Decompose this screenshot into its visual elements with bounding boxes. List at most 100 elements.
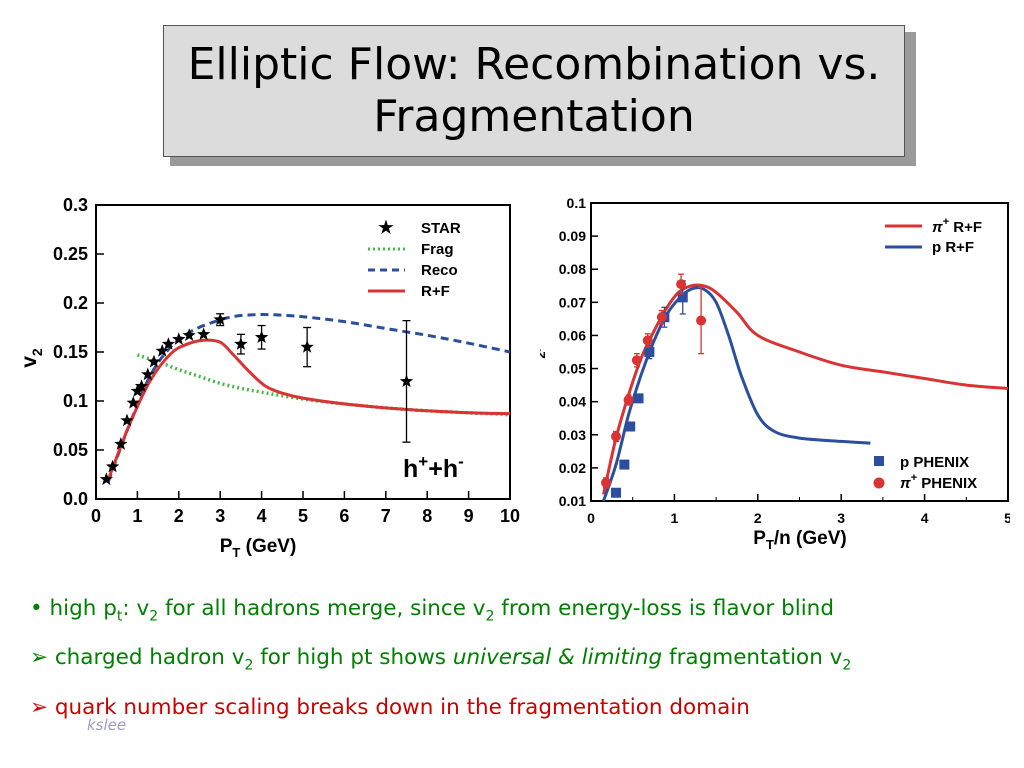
y-tick-label: 0.3 bbox=[63, 195, 88, 215]
data-point-star bbox=[105, 459, 120, 473]
series-line bbox=[106, 313, 511, 482]
y-tick-label: 0.15 bbox=[53, 342, 88, 362]
data-point-star bbox=[130, 384, 145, 397]
legend-label: p R+F bbox=[932, 239, 974, 256]
data-point-circle bbox=[696, 315, 707, 326]
data-point-star bbox=[254, 330, 269, 343]
y-tick-label: 0.0 bbox=[63, 489, 88, 509]
data-point-square bbox=[611, 487, 622, 498]
data-point-circle bbox=[601, 477, 612, 488]
data-point-star bbox=[126, 396, 140, 409]
chart-left: 0 1 2 3 4 5 6 7 8 9 10 0.0 0.05 0.1 0.15 0.2 0.25 0.3 ★ S… bbox=[18, 195, 520, 560]
legend-label: R+F bbox=[421, 283, 450, 300]
annotation-hadrons: h++h- bbox=[403, 452, 464, 483]
y-tick-label: 0.01 bbox=[559, 493, 586, 509]
slide-title: Elliptic Flow: Recombination vs. Fragmen… bbox=[174, 39, 894, 143]
data-point-star bbox=[234, 337, 248, 350]
data-point-circle bbox=[676, 279, 687, 290]
data-point-circle bbox=[623, 395, 634, 406]
y-tick-label: 0.25 bbox=[53, 244, 88, 264]
data-point-star bbox=[120, 413, 134, 427]
data-point-star bbox=[197, 327, 211, 340]
y-tick-label: 0.1 bbox=[63, 391, 88, 411]
legend-label: STAR bbox=[421, 220, 461, 237]
x-tick-label: 2 bbox=[174, 506, 184, 526]
data-point-star bbox=[300, 340, 314, 353]
data-point-circle bbox=[656, 312, 667, 323]
data-point-star bbox=[182, 328, 196, 341]
data-point-star bbox=[99, 472, 113, 486]
x-tick-label: 7 bbox=[381, 506, 391, 526]
slide-title-line2: Fragmentation bbox=[373, 91, 695, 142]
x-tick-label: 5 bbox=[1004, 510, 1010, 526]
chart-right: 0 1 2 3 4 5 0.01 0.02 0.03 0.04 0.05 0.06 0.07 0.08 0.… bbox=[540, 195, 1010, 552]
y-tick-label: 0.05 bbox=[53, 440, 88, 460]
data-point-star bbox=[213, 312, 227, 326]
y-tick-label: 0.08 bbox=[559, 261, 586, 277]
slide-title-line1: Elliptic Flow: Recombination vs. bbox=[187, 39, 881, 90]
y-tick-label: 0.03 bbox=[559, 427, 586, 443]
legend: ★ STAR Frag Reco R+F bbox=[368, 217, 461, 300]
y-tick-label: 0.05 bbox=[559, 361, 586, 377]
x-tick-label: 10 bbox=[500, 506, 520, 526]
x-tick-label: 1 bbox=[132, 506, 142, 526]
data-point-square bbox=[633, 393, 644, 404]
x-tick-label: 3 bbox=[837, 510, 845, 526]
series-line bbox=[136, 353, 511, 417]
legend-label: p PHENIX bbox=[900, 454, 969, 471]
x-tick-label: 0 bbox=[91, 506, 101, 526]
data-point-star bbox=[161, 337, 176, 350]
x-tick-label: 3 bbox=[215, 506, 225, 526]
data-point-circle bbox=[631, 355, 642, 366]
x-tick-label: 6 bbox=[339, 506, 349, 526]
x-tick-label: 4 bbox=[257, 506, 267, 526]
legend-label: π+ R+F bbox=[932, 216, 982, 236]
bullet-3: ➢ quark number scaling breaks down in th… bbox=[30, 694, 750, 720]
series-line bbox=[107, 338, 511, 480]
y-tick-label: 0.06 bbox=[559, 327, 586, 343]
x-tick-label: 0 bbox=[587, 510, 595, 526]
legend-bottom: p PHENIX π+ PHENIX bbox=[873, 454, 977, 492]
data-point-star bbox=[399, 374, 414, 388]
legend-top: π+ R+F p R+F bbox=[885, 216, 982, 256]
data-point-star bbox=[155, 344, 169, 357]
data-point-star bbox=[114, 437, 128, 450]
series-line bbox=[602, 286, 871, 502]
footer-author: kslee bbox=[87, 716, 127, 734]
legend-star-marker: ★ bbox=[377, 217, 395, 239]
data-point-star bbox=[147, 354, 161, 368]
legend-label: Frag bbox=[421, 241, 454, 258]
legend-label: Reco bbox=[421, 262, 458, 279]
legend-square-marker bbox=[874, 456, 884, 466]
x-tick-label: 5 bbox=[298, 506, 308, 526]
y-axis-label: v2/n bbox=[540, 335, 548, 370]
bullet-list: • high pt: v2 for all hadrons merge, sin… bbox=[30, 588, 1020, 729]
data-point-square bbox=[677, 292, 688, 303]
y-tick-label: 0.07 bbox=[559, 294, 586, 310]
data-point-circle bbox=[642, 335, 653, 346]
data-point-star bbox=[172, 332, 186, 345]
data-point-circle bbox=[611, 431, 622, 442]
x-tick-label: 1 bbox=[671, 510, 679, 526]
x-axis-label: PT/n (GeV) bbox=[753, 528, 846, 552]
bullet-2: ➢ charged hadron v2 for high pt shows un… bbox=[30, 645, 852, 674]
x-tick-label: 4 bbox=[921, 510, 929, 526]
data-point-star bbox=[134, 379, 149, 392]
y-axis-label: v2 bbox=[18, 348, 45, 368]
data-point-star bbox=[141, 367, 155, 381]
y-tick-label: 0.04 bbox=[559, 394, 586, 410]
x-axis-label: PT (GeV) bbox=[220, 536, 297, 560]
y-tick-label: 0.2 bbox=[63, 293, 88, 313]
data-point-square bbox=[644, 347, 655, 357]
legend-circle-marker bbox=[873, 477, 885, 489]
x-tick-label: 9 bbox=[464, 506, 474, 526]
data-point-square bbox=[625, 421, 636, 432]
y-tick-label: 0.02 bbox=[559, 460, 586, 476]
bullet-1: • high pt: v2 for all hadrons merge, sin… bbox=[30, 596, 834, 625]
legend-label: π+ PHENIX bbox=[900, 472, 977, 492]
y-tick-label: 0.09 bbox=[559, 228, 586, 244]
y-tick-label: 0.1 bbox=[567, 195, 587, 211]
x-tick-label: 2 bbox=[754, 510, 762, 526]
data-point-square bbox=[619, 459, 630, 470]
title-box: Elliptic Flow: Recombination vs. Fragmen… bbox=[163, 25, 905, 157]
